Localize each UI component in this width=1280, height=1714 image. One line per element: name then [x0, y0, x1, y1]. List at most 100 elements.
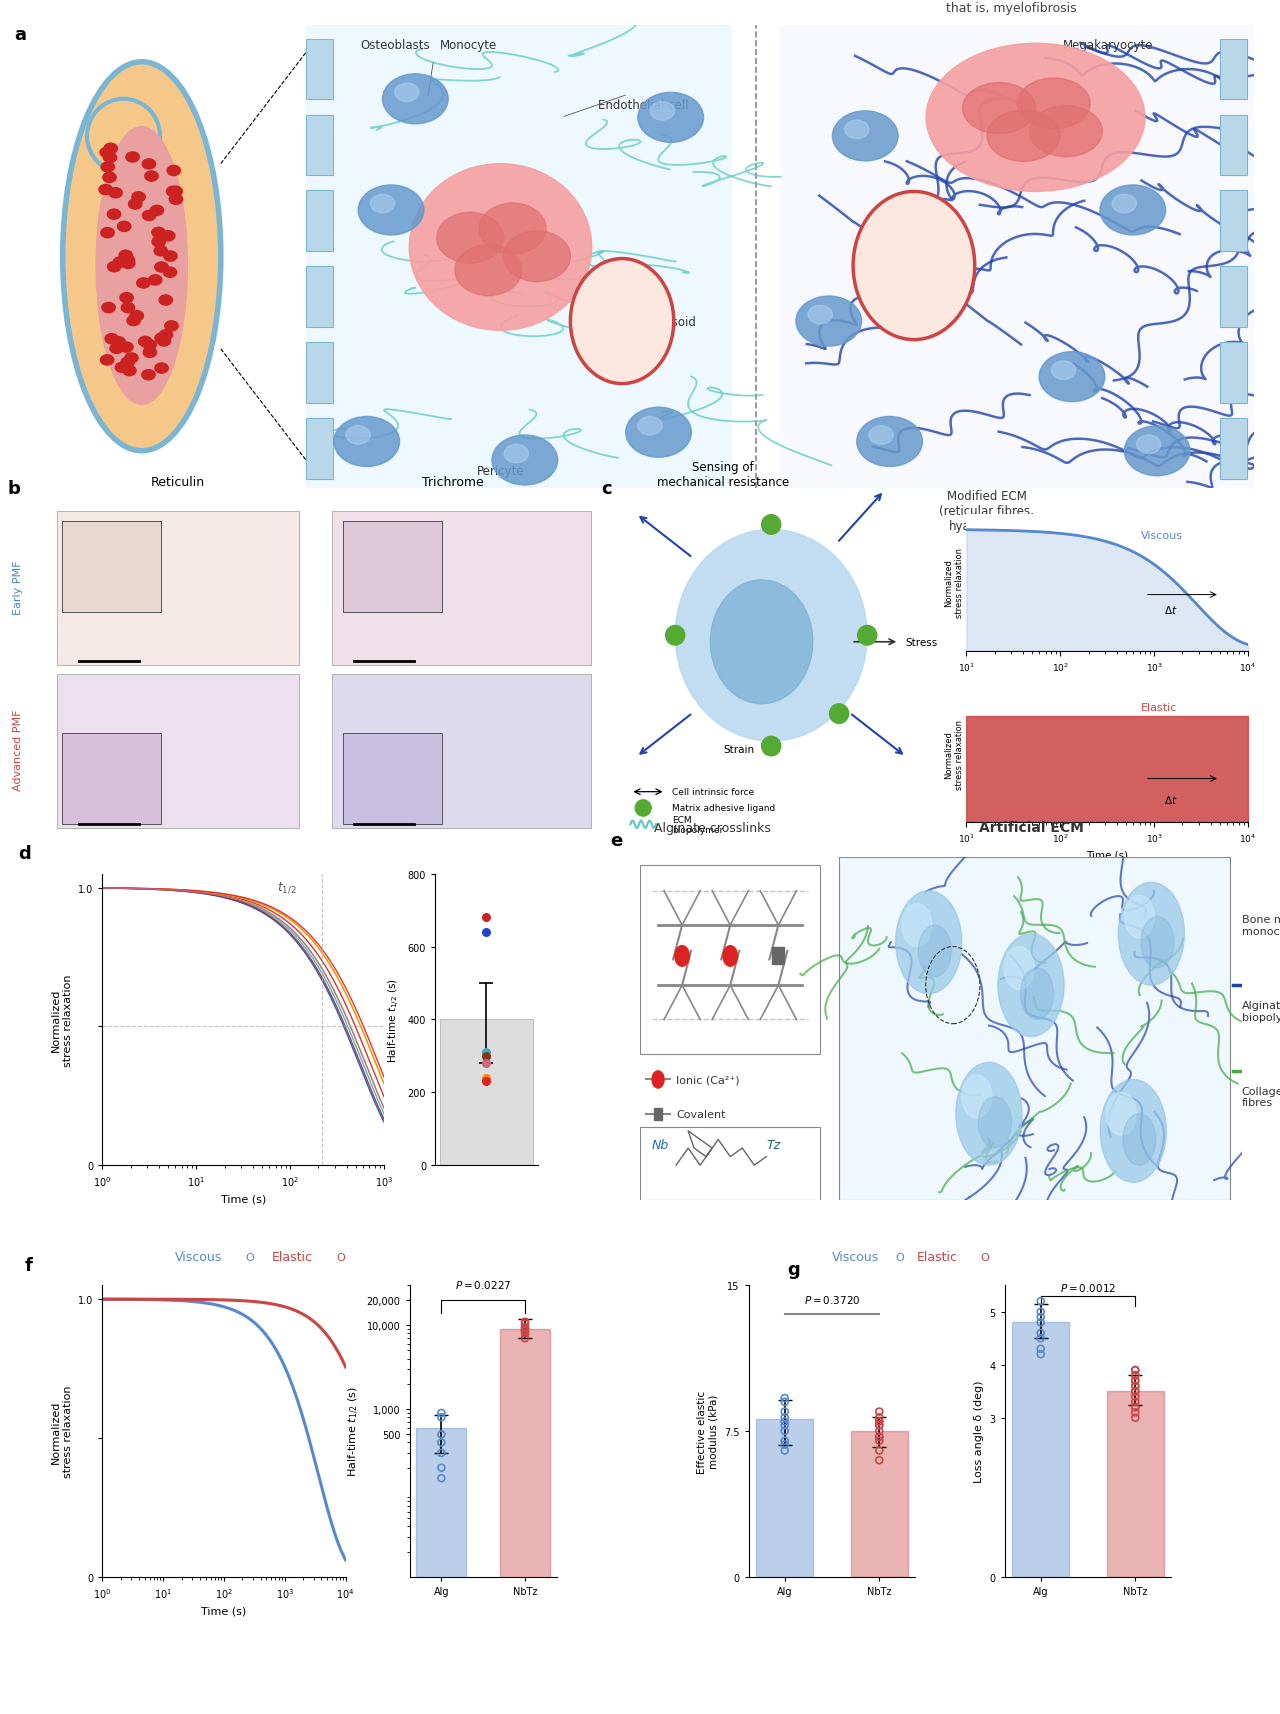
Bar	[1220, 115, 1247, 175]
Circle shape	[169, 187, 183, 197]
Text: d: d	[18, 845, 31, 862]
Circle shape	[383, 75, 448, 125]
Circle shape	[132, 192, 145, 202]
Ellipse shape	[96, 127, 187, 405]
Circle shape	[115, 363, 129, 374]
Text: Early PMF: Early PMF	[13, 560, 23, 614]
Ellipse shape	[1119, 883, 1184, 986]
Point	[1125, 1363, 1146, 1390]
Point	[431, 1440, 452, 1467]
Text: O: O	[337, 1251, 344, 1262]
Ellipse shape	[918, 926, 951, 977]
Ellipse shape	[571, 259, 673, 384]
Point	[774, 1436, 795, 1464]
Point	[1030, 1297, 1051, 1325]
Point	[869, 1423, 890, 1450]
Text: Viscous: Viscous	[832, 1250, 878, 1263]
Ellipse shape	[710, 581, 813, 704]
Ellipse shape	[854, 192, 975, 341]
Circle shape	[128, 201, 142, 209]
Circle shape	[666, 626, 685, 646]
Text: $P = 0.0227$: $P = 0.0227$	[454, 1279, 512, 1291]
Bar	[851, 1431, 908, 1577]
Point	[1030, 1320, 1051, 1347]
Circle shape	[675, 946, 690, 967]
Bar	[640, 1128, 820, 1200]
Text: b: b	[8, 480, 20, 497]
Text: Elastic: Elastic	[1140, 703, 1178, 713]
Text: Pericyte: Pericyte	[476, 464, 525, 478]
Point	[476, 1049, 497, 1076]
Circle shape	[124, 353, 138, 363]
Point	[869, 1399, 890, 1426]
Point	[869, 1407, 890, 1435]
Circle shape	[635, 800, 652, 816]
Bar	[500, 1330, 550, 1714]
Y-axis label: Normalized
stress relaxation: Normalized stress relaxation	[945, 548, 964, 617]
Point	[774, 1404, 795, 1431]
Bar	[1220, 192, 1247, 252]
Bar	[306, 26, 732, 488]
Point	[1125, 1363, 1146, 1390]
Circle shape	[99, 185, 113, 195]
Bar	[1220, 343, 1247, 403]
Circle shape	[492, 435, 558, 485]
Point	[1125, 1383, 1146, 1411]
Circle shape	[120, 358, 134, 369]
Point	[1030, 1287, 1051, 1315]
Point	[515, 1315, 535, 1342]
Point	[515, 1309, 535, 1337]
Point	[515, 1313, 535, 1340]
Point	[1030, 1304, 1051, 1332]
Point	[774, 1431, 795, 1459]
Text: Monocyte: Monocyte	[440, 39, 497, 51]
Text: $P = 0.3720$: $P = 0.3720$	[804, 1292, 860, 1304]
Ellipse shape	[503, 231, 571, 283]
Text: Trichrome: Trichrome	[422, 476, 484, 488]
Point	[431, 1464, 452, 1491]
Ellipse shape	[978, 1097, 1011, 1148]
X-axis label: Time (s): Time (s)	[201, 1606, 247, 1615]
Circle shape	[138, 338, 152, 348]
Circle shape	[829, 704, 849, 723]
Ellipse shape	[927, 45, 1146, 192]
Circle shape	[110, 345, 123, 355]
Circle shape	[108, 262, 120, 273]
Circle shape	[127, 317, 141, 326]
Point	[515, 1320, 535, 1347]
Bar	[306, 343, 333, 403]
Circle shape	[122, 257, 134, 267]
Text: $\Delta t$: $\Delta t$	[1164, 603, 1178, 615]
Bar	[756, 1419, 813, 1577]
Point	[869, 1412, 890, 1440]
Circle shape	[100, 355, 114, 365]
Circle shape	[101, 163, 114, 173]
Circle shape	[108, 209, 120, 219]
Bar	[306, 115, 333, 175]
Point	[431, 1421, 452, 1448]
Circle shape	[143, 341, 156, 351]
Circle shape	[856, 417, 923, 468]
Circle shape	[164, 252, 177, 262]
Circle shape	[394, 84, 419, 103]
Bar	[306, 420, 333, 480]
Legend: Patients, A, C, D, F, G, H, I, J: Patients, A, C, D, F, G, H, I, J	[760, 872, 820, 968]
Circle shape	[161, 231, 175, 242]
Ellipse shape	[963, 84, 1036, 134]
Point	[869, 1447, 890, 1474]
Circle shape	[1051, 362, 1075, 381]
Point	[476, 1049, 497, 1076]
Circle shape	[100, 147, 114, 158]
Text: $\Delta t$: $\Delta t$	[1164, 794, 1178, 806]
Text: Matrix adhesive ligand: Matrix adhesive ligand	[672, 804, 776, 812]
Circle shape	[122, 259, 134, 269]
Ellipse shape	[1140, 917, 1174, 968]
Point	[476, 1064, 497, 1092]
Ellipse shape	[87, 99, 160, 173]
Y-axis label: Normalized
stress relaxation: Normalized stress relaxation	[51, 1385, 73, 1477]
Text: Stress: Stress	[906, 638, 938, 648]
Point	[869, 1412, 890, 1440]
Circle shape	[118, 223, 131, 233]
Point	[869, 1423, 890, 1450]
Ellipse shape	[1018, 79, 1091, 130]
